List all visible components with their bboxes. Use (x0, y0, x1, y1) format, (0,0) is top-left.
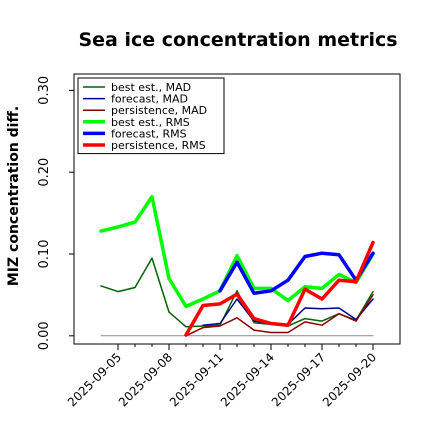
legend-label: persistence, RMS (111, 139, 206, 152)
legend-label: forecast, MAD (111, 93, 188, 106)
y-axis-label: MIZ concentration diff. (6, 106, 22, 286)
legend-label: persistence, MAD (111, 104, 207, 117)
y-tick-label: 0.00 (37, 321, 52, 350)
x-tick-label: 2025-09-05 (65, 350, 124, 409)
chart-title: Sea ice concentration metrics (78, 29, 397, 51)
legend-box (77, 77, 225, 155)
y-tick-label: 0.10 (37, 240, 52, 269)
x-tick-label: 2025-09-08 (116, 350, 175, 409)
x-tick-label: 2025-09-11 (167, 350, 226, 409)
x-axis: 2025-09-052025-09-082025-09-112025-09-14… (65, 344, 379, 409)
series-line-best-est-rms (99, 194, 375, 309)
series-line-best-est-mad (100, 257, 374, 328)
series-line-forecast-rms (218, 251, 375, 296)
x-tick-label: 2025-09-14 (218, 350, 277, 409)
legend-label: best est., RMS (111, 116, 190, 129)
x-tick-label: 2025-09-17 (269, 350, 328, 409)
series-line-persistence-mad (185, 294, 374, 337)
series-layer (99, 194, 375, 337)
x-tick-label: 2025-09-20 (320, 350, 379, 409)
y-tick-label: 0.30 (37, 76, 52, 105)
y-tick-label: 0.20 (37, 158, 52, 187)
legend-label: forecast, RMS (111, 127, 187, 140)
series-line-persistence-rms (184, 240, 375, 337)
legend-label: best est., MAD (111, 81, 191, 94)
y-axis: 0.00 0.10 0.20 0.30 (37, 76, 74, 350)
